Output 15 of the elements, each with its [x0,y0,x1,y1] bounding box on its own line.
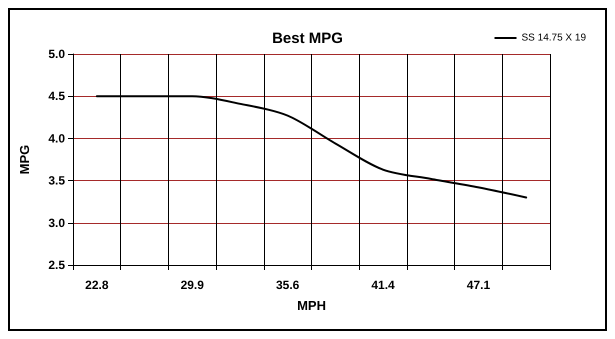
x-tick-label: 47.1 [466,278,490,292]
y-axis-title: MPG [17,144,32,174]
y-tick-label: 4.5 [48,89,66,104]
y-tick-label: 3.0 [48,216,66,230]
y-tick-label: 3.5 [48,174,66,188]
chart-title: Best MPG [272,30,343,47]
x-tick-label: 29.9 [180,278,204,292]
y-tick-label: 5.0 [48,47,66,61]
x-tick-label: 35.6 [276,278,300,292]
x-tick-label: 22.8 [85,278,109,292]
x-axis-title: MPH [297,298,326,313]
y-tick-label: 4.0 [48,131,66,146]
legend-label: SS 14.75 X 19 [522,32,586,44]
x-tick-label: 41.4 [371,278,396,292]
y-tick-label: 2.5 [48,258,66,272]
